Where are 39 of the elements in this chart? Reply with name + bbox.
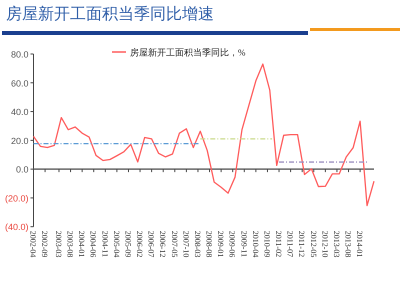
line-series <box>32 63 375 206</box>
x-tick-label: 2014-01 <box>355 230 364 258</box>
legend-label: 房屋新开工面积当季同比，% <box>130 48 246 58</box>
y-tick-label: (40.0) <box>4 222 28 232</box>
x-tick-label: 2003-03 <box>54 230 63 258</box>
chart-title: 房屋新开工面积当季同比增速 <box>6 4 214 23</box>
y-tick-label: (20.0) <box>4 193 28 204</box>
y-tick-label: 20.0 <box>10 136 28 146</box>
x-tick-label: 2005-04 <box>112 230 121 258</box>
y-tick-label: 60.0 <box>10 78 28 88</box>
x-tick-label: 2004-06 <box>88 230 98 258</box>
y-tick-label: 80.0 <box>10 50 28 60</box>
x-tick-label: 2010-04 <box>250 230 260 258</box>
x-tick-label: 2009-11 <box>239 230 248 258</box>
x-tick-label: 2007-05 <box>170 230 179 258</box>
x-tick-label: 2003-08 <box>66 230 75 258</box>
x-tick-label: 2012-05 <box>308 230 318 258</box>
x-tick-label: 2002-04 <box>28 230 38 258</box>
x-tick-label: 2012-10 <box>320 230 330 258</box>
x-tick-label: 2011-12 <box>297 230 306 258</box>
x-tick-label: 2005-09 <box>123 230 132 258</box>
x-tick-label: 2013-03 <box>332 230 341 258</box>
x-tick-label: 2010-09 <box>262 230 272 258</box>
y-tick-label: 0.0 <box>16 164 28 175</box>
x-tick-label: 2004-01 <box>77 230 86 258</box>
x-tick-label: 2009-06 <box>228 230 237 258</box>
x-tick-label: 2011-07 <box>286 230 295 258</box>
x-tick-label: 2002-09 <box>40 230 50 258</box>
x-tick-label: 2008-03 <box>192 230 202 258</box>
x-tick-label: 2009-01 <box>216 230 226 258</box>
x-tick-label: 2006-02 <box>135 230 144 258</box>
x-tick-label: 2007-10 <box>181 230 190 258</box>
x-tick-label: 2011-02 <box>274 230 284 258</box>
x-tick-label: 2004-11 <box>100 230 110 258</box>
x-tick-label: 2008-08 <box>204 230 214 258</box>
x-tick-label: 2006-12 <box>158 230 168 258</box>
y-tick-label: 40.0 <box>10 107 28 118</box>
x-tick-label: 2006-07 <box>146 230 156 258</box>
x-tick-label: 2013-08 <box>344 230 353 258</box>
